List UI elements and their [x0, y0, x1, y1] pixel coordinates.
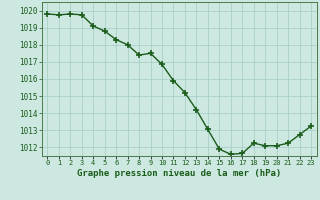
X-axis label: Graphe pression niveau de la mer (hPa): Graphe pression niveau de la mer (hPa) [77, 169, 281, 178]
